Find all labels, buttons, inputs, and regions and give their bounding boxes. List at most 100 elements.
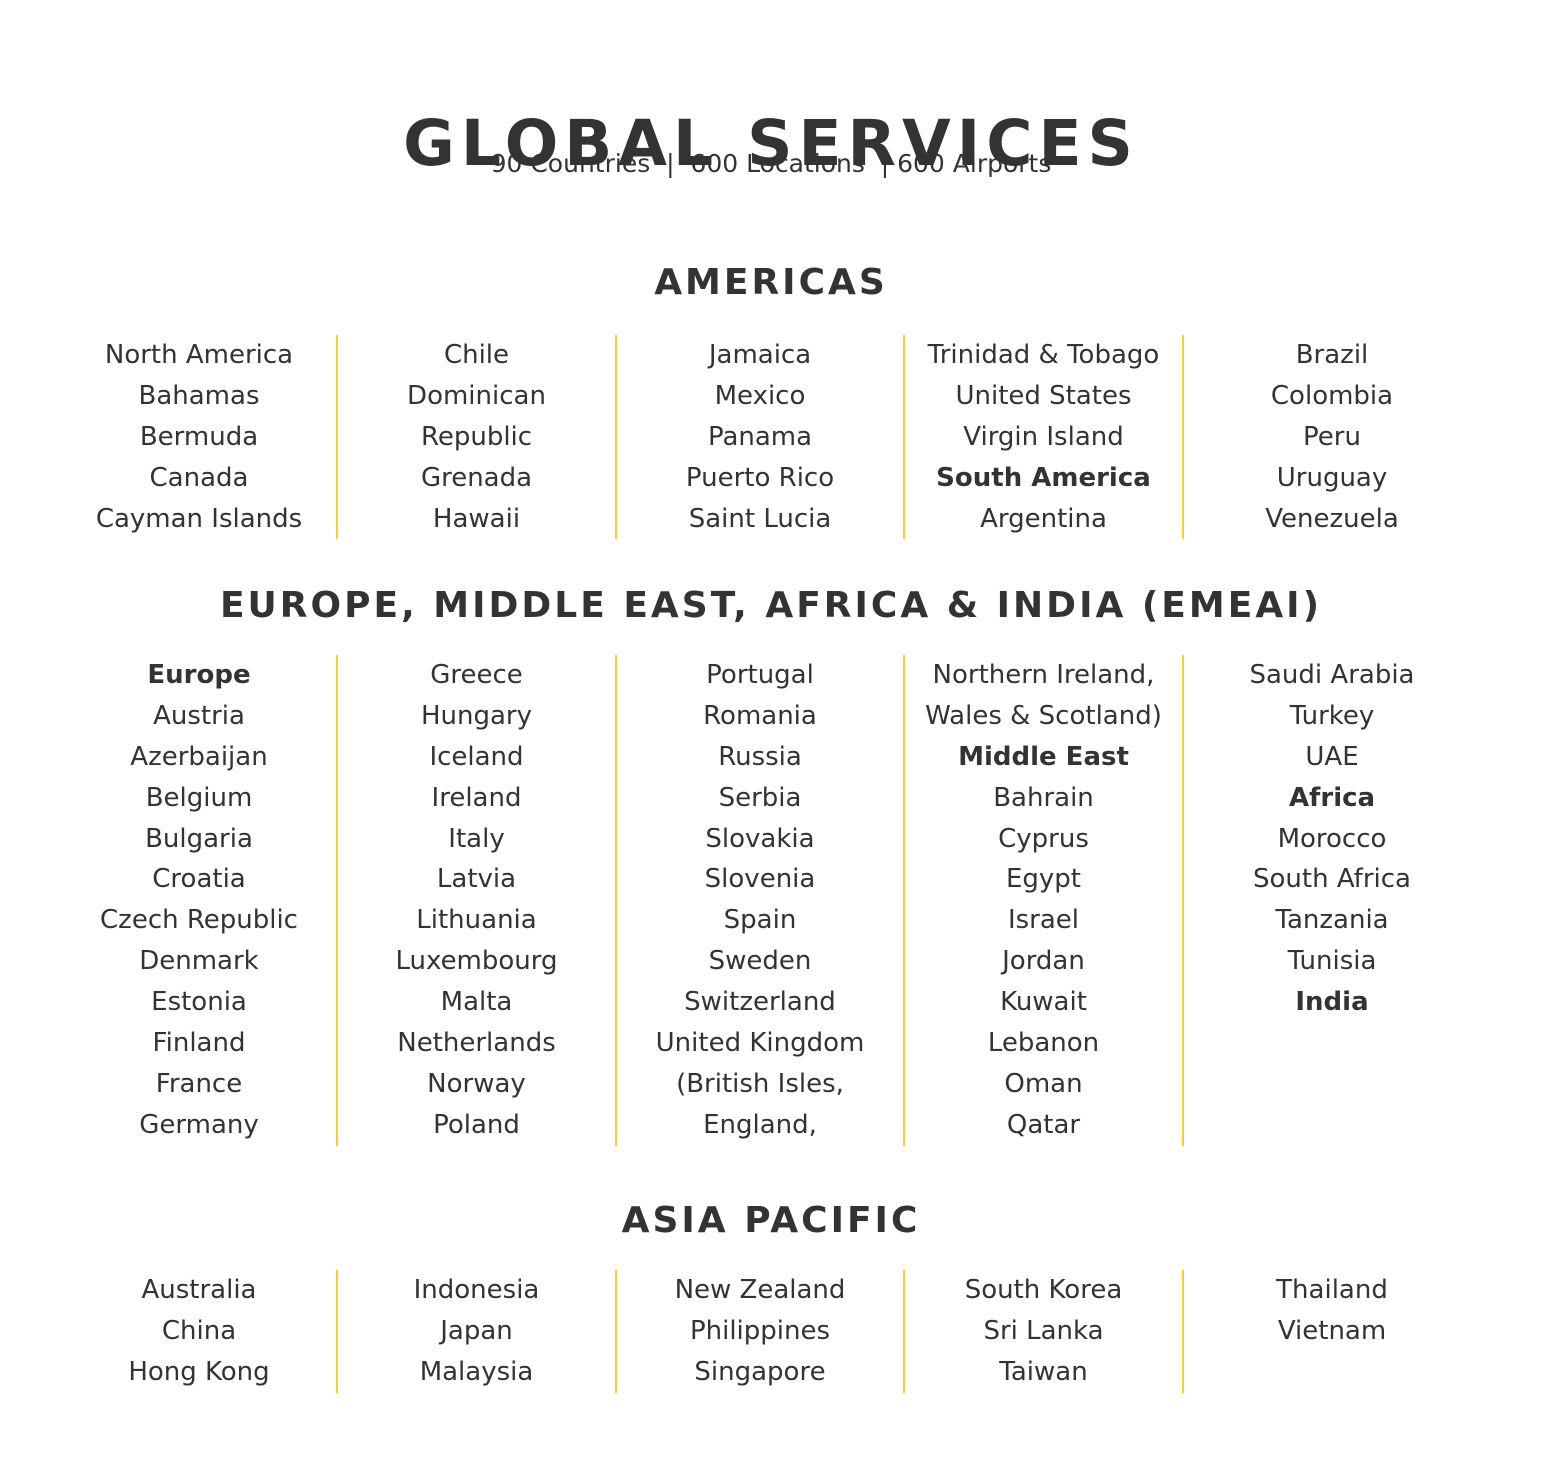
country-item: Jamaica — [708, 340, 812, 370]
country-item: Tunisia — [1287, 946, 1377, 977]
country-item: Argentina — [980, 503, 1107, 534]
country-item: South Africa — [1253, 864, 1411, 895]
asia-pacific-column-2: Indonesia Japan Malaysia — [336, 1270, 615, 1393]
country-item: Bahrain — [993, 782, 1094, 813]
country-item: Brazil — [1295, 340, 1369, 370]
asia-pacific-column-4: South Korea Sri Lanka Taiwan — [903, 1270, 1182, 1393]
country-item: England, — [703, 1109, 817, 1140]
country-item: Estonia — [151, 987, 247, 1018]
country-item: Uruguay — [1276, 462, 1388, 493]
country-item: United States — [955, 380, 1132, 411]
americas-column-1: North America Bahamas Bermuda Canada Cay… — [62, 335, 336, 539]
country-item: United Kingdom — [655, 1028, 865, 1059]
country-item: Morocco — [1277, 823, 1387, 854]
country-item: Bulgaria — [145, 823, 253, 854]
country-item: Cyprus — [998, 823, 1089, 854]
country-item: Romania — [703, 700, 817, 731]
country-item: Israel — [1007, 905, 1080, 936]
region-heading-middle-east: Middle East — [958, 741, 1129, 772]
country-item: Puerto Rico — [685, 462, 835, 493]
country-item: Lithuania — [416, 905, 537, 936]
country-item: Spain — [723, 905, 797, 936]
country-item: Austria — [153, 700, 245, 731]
country-item: Tanzania — [1275, 905, 1389, 936]
emeai-column-5: Saudi Arabia Turkey UAE Africa Morocco S… — [1182, 655, 1480, 1146]
country-item: Switzerland — [684, 987, 836, 1018]
country-item: Malta — [440, 987, 513, 1018]
country-item: Saint Lucia — [688, 503, 832, 534]
country-item: Philippines — [689, 1315, 831, 1346]
country-item: Slovakia — [705, 823, 815, 854]
country-item: Norway — [427, 1068, 526, 1099]
country-item: Greece — [430, 660, 523, 690]
page-subtitle: 90 Countries | 600 Locations | 600 Airpo… — [490, 149, 1052, 178]
country-item: Ireland — [431, 782, 522, 813]
country-item: Malaysia — [419, 1356, 534, 1387]
country-item: China — [161, 1315, 237, 1346]
section-title-emeai: EUROPE, MIDDLE EAST, AFRICA & INDIA (EME… — [219, 585, 1323, 626]
country-item: Iceland — [429, 741, 524, 772]
country-item: Portugal — [706, 660, 814, 690]
country-item: Kuwait — [1000, 987, 1087, 1018]
emeai-column-1: Europe Austria Azerbaijan Belgium Bulgar… — [62, 655, 336, 1146]
country-item: Azerbaijan — [130, 741, 268, 772]
emeai-grid: Europe Austria Azerbaijan Belgium Bulgar… — [62, 655, 1480, 1146]
country-item: Czech Republic — [100, 905, 298, 936]
country-item: Taiwan — [999, 1356, 1088, 1387]
country-item: Trinidad & Tobago — [927, 340, 1160, 370]
country-item: South Korea — [964, 1275, 1123, 1305]
country-item: Hong Kong — [128, 1356, 270, 1387]
section-title-americas: AMERICAS — [654, 262, 888, 303]
asia-pacific-grid: Australia China Hong Kong Indonesia Japa… — [62, 1270, 1480, 1393]
country-item: Mexico — [714, 380, 806, 411]
country-item: Venezuela — [1265, 503, 1399, 534]
region-heading-north-america: North America — [104, 340, 294, 370]
asia-pacific-column-5: Thailand Vietnam — [1182, 1270, 1480, 1393]
country-item: Saudi Arabia — [1249, 660, 1415, 690]
region-heading-europe: Europe — [147, 660, 251, 690]
country-item: Northern Ireland, — [932, 660, 1155, 690]
country-item: Jordan — [1002, 946, 1085, 977]
asia-pacific-column-3: New Zealand Philippines Singapore — [615, 1270, 903, 1393]
country-item: Bermuda — [139, 421, 259, 452]
country-item: Egypt — [1005, 864, 1082, 895]
country-item: Qatar — [1006, 1109, 1081, 1140]
country-item: Lebanon — [987, 1028, 1100, 1059]
country-item: Oman — [1004, 1068, 1083, 1099]
country-item: Germany — [139, 1109, 259, 1140]
country-item: Thailand — [1276, 1275, 1388, 1305]
americas-grid: North America Bahamas Bermuda Canada Cay… — [62, 335, 1480, 540]
country-item: Croatia — [152, 864, 246, 895]
country-item: Hungary — [420, 700, 533, 731]
americas-column-3: Jamaica Mexico Panama Puerto Rico Saint … — [615, 335, 903, 540]
country-item: Wales & Scotland) — [925, 700, 1162, 731]
country-item: Indonesia — [413, 1275, 540, 1305]
emeai-column-3: Portugal Romania Russia Serbia Slovakia … — [615, 655, 903, 1146]
emeai-column-4: Northern Ireland, Wales & Scotland) Midd… — [903, 655, 1182, 1146]
country-item: Sri Lanka — [983, 1315, 1104, 1346]
country-item: Serbia — [718, 782, 802, 813]
country-item: Sweden — [708, 946, 812, 977]
country-item: Hawaii — [432, 503, 521, 534]
country-item: Panama — [707, 421, 813, 452]
country-item: Bahamas — [138, 380, 260, 411]
americas-column-5: Brazil Colombia Peru Uruguay Venezuela — [1182, 335, 1480, 540]
country-item: Singapore — [694, 1356, 826, 1387]
country-item: Belgium — [145, 782, 253, 813]
country-item: Latvia — [436, 864, 517, 895]
country-item: Colombia — [1270, 380, 1394, 411]
country-item: Vietnam — [1277, 1315, 1387, 1346]
country-item: Slovenia — [704, 864, 816, 895]
asia-pacific-column-1: Australia China Hong Kong — [62, 1270, 336, 1393]
country-item: (British Isles, — [676, 1068, 844, 1099]
country-item: Japan — [440, 1315, 513, 1346]
country-item: Russia — [718, 741, 802, 772]
country-item: France — [155, 1068, 243, 1099]
country-item: Grenada — [420, 462, 533, 493]
country-item: Peru — [1303, 421, 1361, 452]
country-item: Netherlands — [397, 1028, 556, 1059]
country-item: Chile — [443, 340, 510, 370]
country-item: Finland — [152, 1028, 246, 1059]
country-item: Cayman Islands — [95, 503, 303, 534]
country-item: Poland — [433, 1109, 520, 1140]
